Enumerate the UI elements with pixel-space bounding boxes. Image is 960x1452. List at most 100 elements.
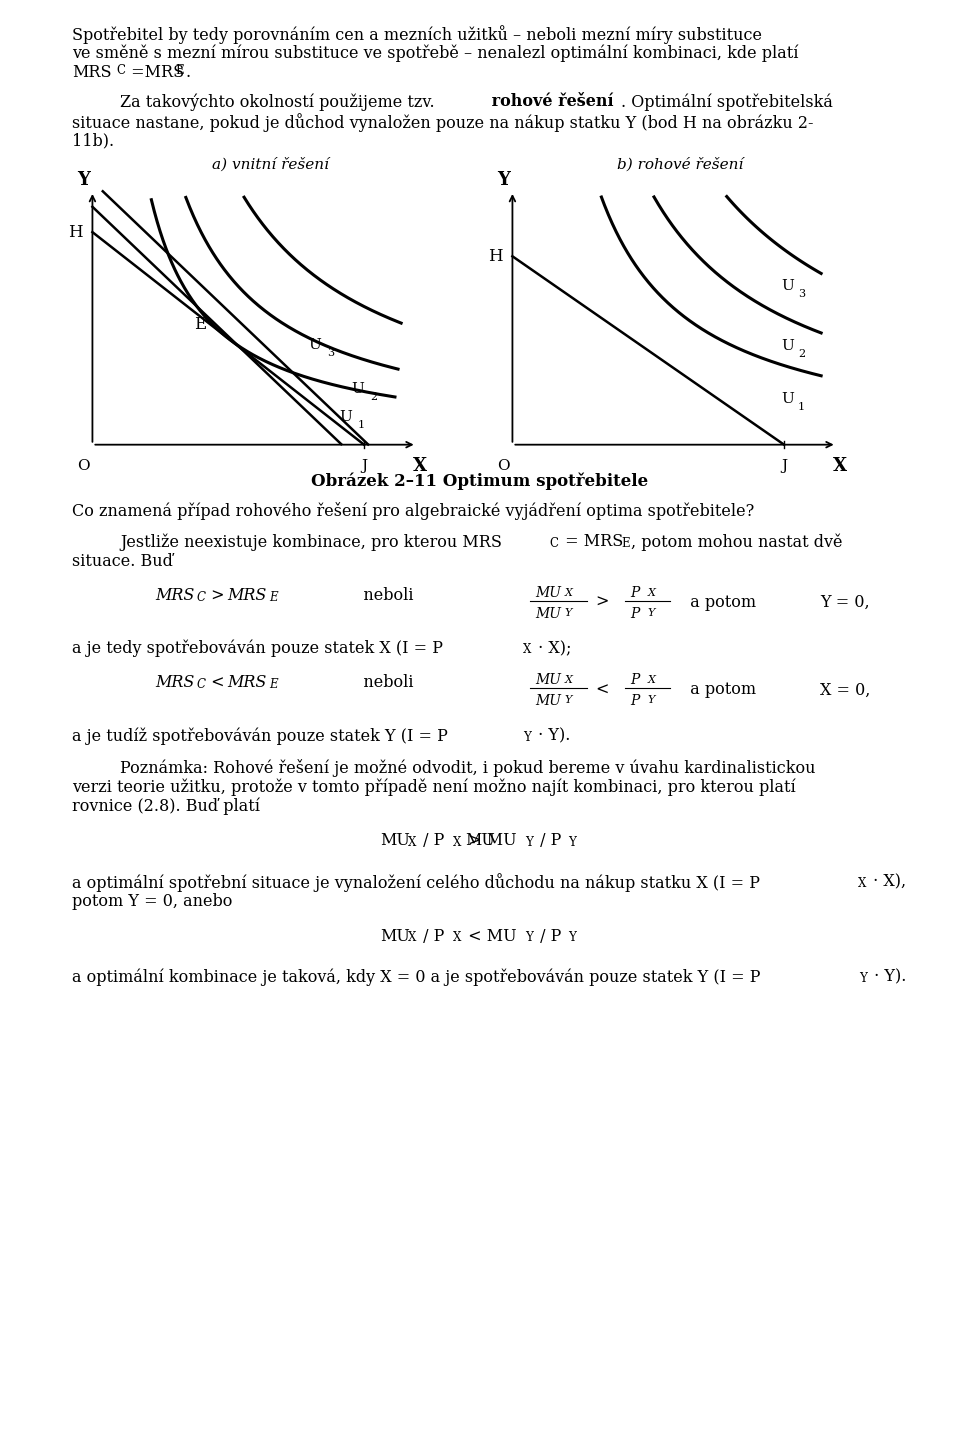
Text: MRS: MRS xyxy=(155,587,194,604)
Text: MU: MU xyxy=(380,928,410,944)
Text: Y: Y xyxy=(564,608,572,619)
Text: · Y).: · Y). xyxy=(869,968,906,986)
Text: MU: MU xyxy=(380,832,410,849)
Text: potom Y = 0, anebo: potom Y = 0, anebo xyxy=(72,893,232,910)
Text: 1: 1 xyxy=(358,420,365,430)
Text: Y: Y xyxy=(564,696,572,706)
Text: J: J xyxy=(781,459,787,473)
Text: Y: Y xyxy=(496,171,510,189)
Text: X: X xyxy=(408,931,417,944)
Text: E: E xyxy=(194,315,206,333)
Text: U: U xyxy=(340,409,352,424)
Text: E: E xyxy=(176,64,184,77)
Text: X: X xyxy=(453,836,462,849)
Text: J: J xyxy=(361,459,367,473)
Text: MU: MU xyxy=(535,587,561,600)
Text: < MU: < MU xyxy=(463,928,516,944)
Text: a je tudíž spotřebováván pouze statek Y (I = P: a je tudíž spotřebováván pouze statek Y … xyxy=(72,727,448,745)
Text: Y: Y xyxy=(568,836,576,849)
Text: <: < xyxy=(595,681,609,698)
Text: Za takovýchto okolností použijeme tzv.: Za takovýchto okolností použijeme tzv. xyxy=(120,93,435,110)
Text: Y: Y xyxy=(568,931,576,944)
Text: 11b).: 11b). xyxy=(72,132,114,150)
Text: C: C xyxy=(197,591,205,604)
Text: P: P xyxy=(630,587,639,600)
Text: P: P xyxy=(630,607,639,620)
Text: a potom: a potom xyxy=(680,594,756,611)
Text: rohové řešení: rohové řešení xyxy=(486,93,613,110)
Text: MRS: MRS xyxy=(228,587,267,604)
Text: a potom: a potom xyxy=(680,681,756,698)
Text: U: U xyxy=(781,338,794,353)
Text: Obrázek 2–11 Optimum spotřebitele: Obrázek 2–11 Optimum spotřebitele xyxy=(311,472,649,489)
Text: X: X xyxy=(564,675,572,685)
Text: Spotřebitel by tedy porovnáním cen a mezních užitků – neboli mezní míry substitu: Spotřebitel by tedy porovnáním cen a mez… xyxy=(72,25,762,44)
Text: Jestliže neexistuje kombinace, pro kterou MRS: Jestliže neexistuje kombinace, pro ktero… xyxy=(120,533,502,550)
Text: Y: Y xyxy=(525,836,533,849)
Text: = MRS: = MRS xyxy=(560,533,623,550)
Text: MRS: MRS xyxy=(72,64,111,81)
Text: X: X xyxy=(564,588,572,598)
Text: verzi teorie užitku, protože v tomto případě není možno najít kombinaci, pro kte: verzi teorie užitku, protože v tomto pří… xyxy=(72,778,796,796)
Text: X: X xyxy=(647,588,656,598)
Text: U: U xyxy=(781,392,794,407)
Text: · X),: · X), xyxy=(868,874,906,890)
Text: > MU: > MU xyxy=(463,832,516,849)
Text: Y: Y xyxy=(523,730,532,743)
Text: situace. Buď: situace. Buď xyxy=(72,553,173,569)
Text: 1: 1 xyxy=(798,402,805,412)
Text: O: O xyxy=(497,459,510,473)
Text: E: E xyxy=(269,678,277,691)
Text: X: X xyxy=(523,643,532,656)
Text: / P: / P xyxy=(418,832,444,849)
Text: 2: 2 xyxy=(798,348,805,359)
Text: X: X xyxy=(453,931,462,944)
Text: · Y).: · Y). xyxy=(534,727,570,745)
Text: MU: MU xyxy=(535,674,561,687)
Text: MU: MU xyxy=(535,607,561,620)
Text: P: P xyxy=(630,694,639,709)
Text: MRS: MRS xyxy=(228,674,267,691)
Text: Co znamená případ rohového řešení pro algebraické vyjádření optima spotřebitele?: Co znamená případ rohového řešení pro al… xyxy=(72,501,755,520)
Text: neboli: neboli xyxy=(348,674,414,691)
Text: U: U xyxy=(308,338,322,351)
Text: C: C xyxy=(116,64,125,77)
Text: neboli: neboli xyxy=(348,587,414,604)
Text: E: E xyxy=(621,536,630,549)
Text: / P: / P xyxy=(535,928,562,944)
Text: X: X xyxy=(858,877,866,890)
Text: >: > xyxy=(595,594,609,611)
Text: ve směně s mezní mírou substituce ve spotřebě – nenalezl optimální kombinaci, kd: ve směně s mezní mírou substituce ve spo… xyxy=(72,45,799,62)
Text: >: > xyxy=(205,587,229,604)
Text: X: X xyxy=(413,457,426,475)
Text: b) rohové řešení: b) rohové řešení xyxy=(617,157,743,171)
Text: H: H xyxy=(68,224,83,241)
Text: a optimální kombinace je taková, kdy X = 0 a je spotřebováván pouze statek Y (I : a optimální kombinace je taková, kdy X =… xyxy=(72,968,760,986)
Text: MU: MU xyxy=(465,832,495,849)
Text: Poznámka: Rohové řešení je možné odvodit, i pokud bereme v úvahu kardinalisticko: Poznámka: Rohové řešení je možné odvodit… xyxy=(120,759,815,777)
Text: O: O xyxy=(77,459,89,473)
Text: U: U xyxy=(351,382,365,396)
Text: a je tedy spotřebováván pouze statek X (I = P: a je tedy spotřebováván pouze statek X (… xyxy=(72,640,443,658)
Text: 2: 2 xyxy=(371,392,377,402)
Text: <: < xyxy=(205,674,229,691)
Text: Y: Y xyxy=(525,931,533,944)
Text: C: C xyxy=(197,678,205,691)
Text: .: . xyxy=(185,64,191,81)
Text: E: E xyxy=(269,591,277,604)
Text: Y: Y xyxy=(77,171,89,189)
Text: 3: 3 xyxy=(798,289,805,299)
Text: P: P xyxy=(630,674,639,687)
Text: / P: / P xyxy=(535,832,562,849)
Text: , potom mohou nastat dvě: , potom mohou nastat dvě xyxy=(631,533,843,550)
Text: a) vnitní řešení: a) vnitní řešení xyxy=(212,157,329,171)
Text: =MRS: =MRS xyxy=(127,64,184,81)
Text: MRS: MRS xyxy=(155,674,194,691)
Text: C: C xyxy=(549,536,559,549)
Text: rovnice (2.8). Buď platí: rovnice (2.8). Buď platí xyxy=(72,797,260,816)
Text: X: X xyxy=(832,457,847,475)
Text: . Optimální spotřebitelská: . Optimální spotřebitelská xyxy=(621,93,833,110)
Text: / P: / P xyxy=(418,928,444,944)
Text: MU: MU xyxy=(535,694,561,709)
Text: X = 0,: X = 0, xyxy=(820,681,871,698)
